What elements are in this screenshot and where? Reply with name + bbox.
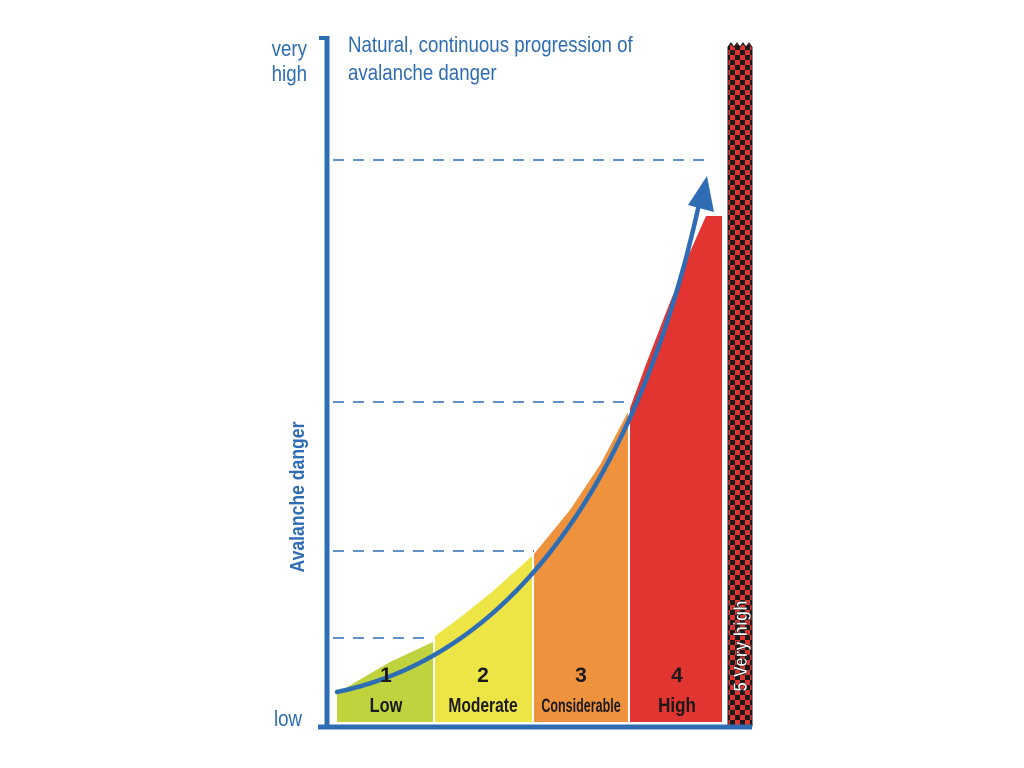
level-3-name: Considerable: [541, 695, 620, 716]
level-1-name: Low: [370, 693, 403, 716]
level-3-bar: [534, 412, 628, 722]
y-axis-title: Avalanche danger: [286, 421, 308, 573]
level-4-name: High: [658, 694, 696, 717]
diagram-title-line2: avalanche danger: [348, 62, 497, 86]
level-2-name: Moderate: [448, 694, 517, 716]
level-3-number: 3: [575, 664, 587, 687]
axis-top-label-line1: very: [272, 38, 308, 62]
progression-curve: [334, 197, 703, 695]
level-4-number: 4: [671, 664, 683, 687]
axis-top-label-line2: high: [272, 63, 307, 87]
level-5-label: 5 Very high: [730, 600, 751, 691]
diagram-title-line1: Natural, continuous progression of: [348, 34, 633, 58]
level-1-bar: [337, 642, 433, 722]
level-5-bar: [727, 42, 753, 727]
level-4-bar: [630, 216, 722, 722]
curve-arrowhead-icon: [688, 176, 714, 212]
level-1-number: 1: [380, 664, 392, 687]
level-2-number: 2: [477, 664, 489, 687]
axis-bottom-label: low: [274, 708, 302, 732]
